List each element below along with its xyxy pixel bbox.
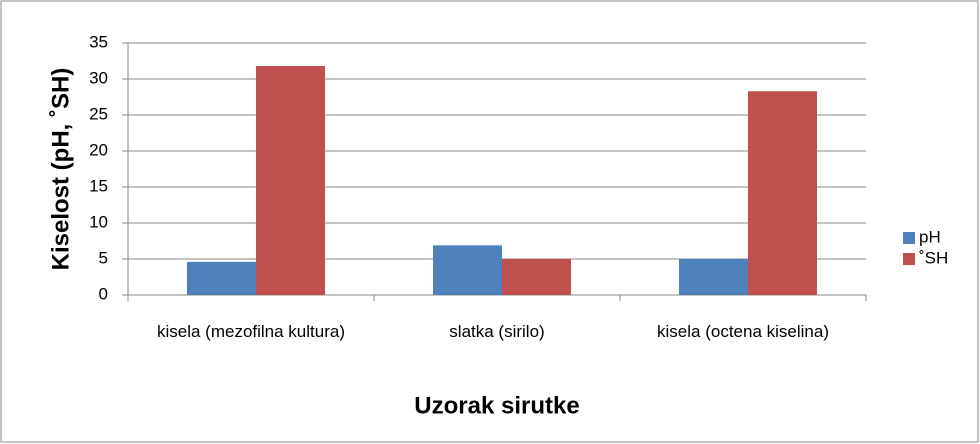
x-axis-title: Uzorak sirutke — [414, 392, 579, 419]
bar — [748, 91, 817, 296]
y-tick-label: 20 — [89, 140, 108, 159]
y-tick-label: 30 — [89, 68, 108, 87]
x-tick-label: kisela (octena kiselina) — [657, 322, 829, 341]
x-tick-label: slatka (sirilo) — [449, 322, 544, 341]
y-tick-label: 15 — [89, 176, 108, 195]
y-axis-title: Kiselost (pH, ˚SH) — [47, 68, 74, 271]
bar — [256, 66, 325, 295]
legend-swatch — [903, 232, 915, 244]
bar — [187, 261, 256, 295]
y-tick-label: 35 — [89, 32, 108, 51]
bar — [433, 245, 502, 295]
bar — [679, 259, 748, 295]
legend-label: pH — [919, 227, 941, 246]
y-tick-label: 5 — [99, 248, 108, 267]
bar — [502, 259, 571, 295]
x-tick-label: kisela (mezofilna kultura) — [157, 322, 345, 341]
y-tick-label: 25 — [89, 104, 108, 123]
y-tick-label: 10 — [89, 212, 108, 231]
legend-swatch — [903, 253, 915, 265]
y-tick-label: 0 — [99, 284, 108, 303]
legend-label: ˚SH — [919, 248, 948, 267]
